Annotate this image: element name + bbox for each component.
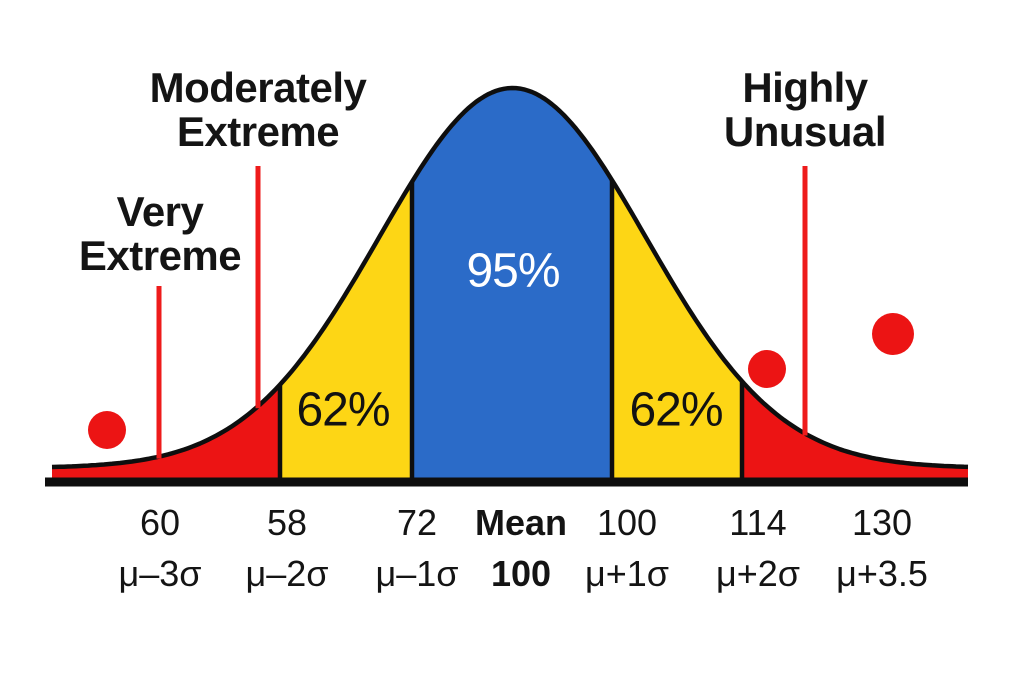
region-fill-left-moderate	[280, 181, 412, 482]
annotation-highly-unusual: Highly Unusual	[723, 64, 887, 155]
tick-value: 130	[851, 502, 913, 543]
percent-label-right: 62%	[629, 383, 723, 437]
axis-tick-mean: Mean 100	[475, 503, 567, 594]
tick-value: Mean	[474, 502, 568, 543]
tick-value: 58	[266, 502, 308, 543]
annotation-line: Unusual	[723, 108, 887, 155]
percent-label-center: 95%	[466, 244, 560, 298]
region-fill-right-moderate	[612, 180, 742, 481]
tick-sigma: μ+2σ	[715, 553, 801, 594]
annotation-line: Very	[116, 188, 204, 235]
tick-sigma: 100	[490, 553, 552, 594]
tick-value: 100	[596, 502, 658, 543]
region-fill-left-tail	[52, 384, 280, 481]
outlier-dot	[748, 350, 786, 388]
tick-value: 72	[396, 502, 438, 543]
tick-sigma: μ–2σ	[245, 553, 329, 594]
axis-tick-mu-minus-3sigma: 60 μ–3σ	[118, 503, 201, 594]
tick-value: 60	[139, 502, 181, 543]
bell-curve-outline	[51, 85, 969, 470]
tick-sigma: μ+3.5	[836, 553, 928, 594]
region-fill-center	[412, 88, 612, 481]
annotation-very-extreme: Very Extreme	[78, 188, 242, 279]
tick-sigma: μ–1σ	[375, 553, 459, 594]
outlier-dot	[872, 313, 914, 355]
annotation-line: Extreme	[176, 108, 340, 155]
axis-tick-mu-plus-1sigma: 100 μ+1σ	[585, 503, 669, 594]
axis-tick-mu-plus-2sigma: 114 μ+2σ	[716, 503, 800, 594]
annotation-line: Extreme	[78, 232, 242, 279]
region-fill-right-tail	[742, 381, 968, 481]
annotation-line: Moderately	[149, 64, 367, 111]
axis-tick-mu-minus-2sigma: 58 μ–2σ	[245, 503, 328, 594]
axis-tick-mu-minus-1sigma: 72 μ–1σ	[375, 503, 458, 594]
outlier-dot	[88, 411, 126, 449]
percent-label-left: 62%	[296, 383, 390, 437]
annotation-line: Highly	[742, 64, 868, 111]
tick-value: 114	[729, 502, 787, 543]
tick-sigma: μ–3σ	[118, 553, 202, 594]
annotation-moderately-extreme: Moderately Extreme	[150, 66, 367, 154]
axis-tick-mu-plus-3-5: 130 μ+3.5	[836, 503, 928, 594]
tick-sigma: μ+1σ	[584, 553, 670, 594]
